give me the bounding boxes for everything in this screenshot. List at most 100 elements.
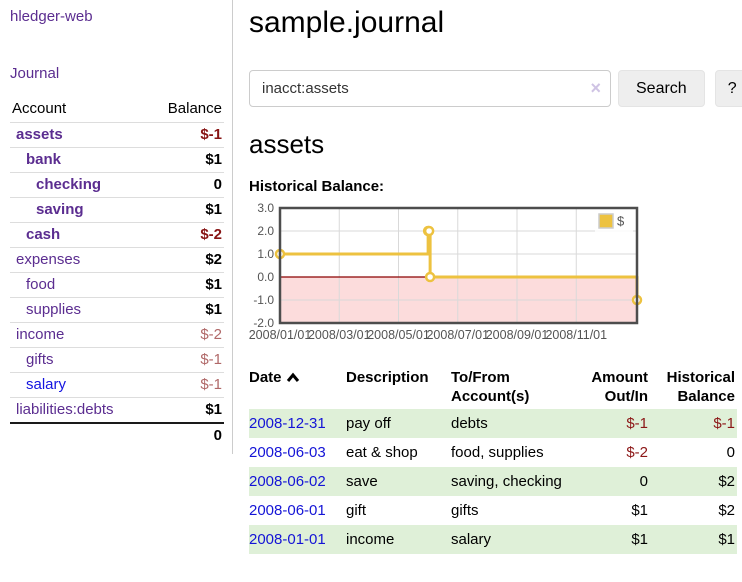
account-row: gifts $-1 [10,347,224,373]
search-button[interactable]: Search [618,70,705,107]
sidebar: hledger-web Journal Account Balance asse… [0,0,233,454]
transaction-amount: $1 [631,502,648,519]
transaction-row[interactable]: 2008-12-31 pay off debts $-1 $-1 [249,409,737,438]
account-balance: $1 [147,397,224,423]
account-link-saving[interactable]: saving [36,201,84,218]
transaction-date-link[interactable]: 2008-06-03 [249,444,326,461]
search-form: × Search ? [249,70,742,107]
x-tick-label: 2008/01/01 [249,328,311,342]
y-tick-label: 3.0 [257,203,274,215]
register-account-heading: assets [249,129,325,159]
account-link-gifts[interactable]: gifts [26,351,54,368]
accounts-total-row: 0 [10,422,224,448]
page-title: sample.journal [249,6,445,39]
data-point-marker[interactable] [423,225,435,237]
transaction-amount: $-1 [570,409,650,438]
account-link-food[interactable]: food [26,276,56,293]
account-link-assets[interactable]: assets [16,126,63,143]
account-link-bank[interactable]: bank [26,151,62,168]
account-link-income[interactable]: income [16,326,65,343]
account-row: liabilities:debts $1 [10,397,224,423]
x-tick-label: 2008/07/01 [426,328,489,342]
transaction-row[interactable]: 2008-06-01 gift gifts $1 $2 [249,496,737,525]
accounts-total-value: 0 [147,422,224,448]
account-link-supplies[interactable]: supplies [26,301,82,318]
accounts-header-account: Account [12,100,67,117]
transaction-row[interactable]: 2008-06-03 eat & shop food, supplies $-2 0 [249,438,737,467]
account-row: expenses $2 [10,247,224,273]
transaction-balance: $2 [718,502,735,519]
transaction-amount: 0 [570,467,650,496]
account-balance: $1 [147,147,224,173]
account-balance: $-1 [147,122,224,148]
account-link-checking[interactable]: checking [36,176,102,193]
account-link-liabilities-debts[interactable]: liabilities:debts [16,401,114,418]
account-row: salary $-1 [10,372,224,398]
account-balance: $1 [147,197,224,223]
app-title-link[interactable]: hledger-web [10,8,93,25]
account-row: checking 0 [10,172,224,198]
account-row: saving $1 [10,197,224,223]
chart-border [278,206,639,325]
transaction-date-link[interactable]: 2008-12-31 [249,415,326,432]
y-tick-label: 1.0 [257,247,274,261]
transaction-accounts: debts [451,409,570,438]
transaction-amount: $1 [570,525,650,554]
transaction-row[interactable]: 2008-06-02 save saving, checking 0 $2 [249,467,737,496]
transaction-accounts: food, supplies [451,444,544,461]
legend-color-box [598,213,614,229]
transaction-description: gift [346,502,367,519]
transaction-description: pay off [346,409,451,438]
x-tick-label: 2008/05/01 [367,328,430,342]
transaction-balance: 0 [726,444,735,461]
transaction-balance: $2 [650,467,737,496]
account-balance: $1 [147,272,224,298]
register-header-accounts[interactable]: To/From Account(s) [451,369,530,405]
account-balance: 0 [147,172,224,198]
account-row: supplies $1 [10,297,224,323]
y-tick-label: 0.0 [257,270,274,284]
register-header-date[interactable]: Date [249,365,346,409]
transaction-balance: $1 [650,525,737,554]
chart-title: Historical Balance: [249,178,385,195]
account-row: cash $-2 [10,222,224,248]
register-header-amount[interactable]: Amount Out/In [591,369,648,405]
transaction-date-link[interactable]: 2008-01-01 [249,531,326,548]
account-link-cash[interactable]: cash [26,226,61,243]
data-point-marker[interactable] [424,271,436,283]
accounts-header-balance: Balance [167,100,222,117]
y-tick-label: 2.0 [257,224,274,238]
account-row: income $-2 [10,322,224,348]
historical-balance-chart[interactable]: $3.0 2.0 1.0 0.0 -1.0 -2.0 2008/01/01 2008/03/0… [249,201,742,351]
account-balance: $1 [147,297,224,323]
search-input[interactable] [249,70,611,107]
clear-search-icon[interactable]: × [590,78,601,98]
transaction-date-link[interactable]: 2008-06-01 [249,502,326,519]
transaction-description: save [346,467,451,496]
x-tick-label: 2008/11/01 [545,328,607,342]
x-tick-label: 2008/09/01 [486,328,549,342]
transaction-description: eat & shop [346,444,418,461]
account-row: bank $1 [10,147,224,173]
help-button[interactable]: ? [714,70,742,107]
account-balance: $-1 [147,347,224,373]
account-row: assets $-1 [10,122,224,148]
legend-label: $ [617,214,625,229]
transaction-date-link[interactable]: 2008-06-02 [249,473,326,490]
sidebar-item-journal[interactable]: Journal [10,65,60,82]
transaction-row[interactable]: 2008-01-01 income salary $1 $1 [249,525,737,554]
register-header-description[interactable]: Description [346,369,429,386]
transaction-description: income [346,525,451,554]
x-tick-label: 2008/03/01 [308,328,371,342]
account-balance: $2 [147,247,224,273]
transaction-amount: $-2 [626,444,648,461]
y-tick-label: -2.0 [253,316,274,330]
account-link-expenses[interactable]: expenses [16,251,81,268]
account-row: food $1 [10,272,224,298]
transaction-accounts: gifts [451,502,479,519]
transaction-accounts: salary [451,525,570,554]
account-balance: $-2 [147,222,224,248]
register-header-balance[interactable]: Historical Balance [666,369,735,405]
account-link-salary[interactable]: salary [26,376,67,393]
hledger-web-window: hledger-web Journal Account Balance asse… [0,0,742,554]
